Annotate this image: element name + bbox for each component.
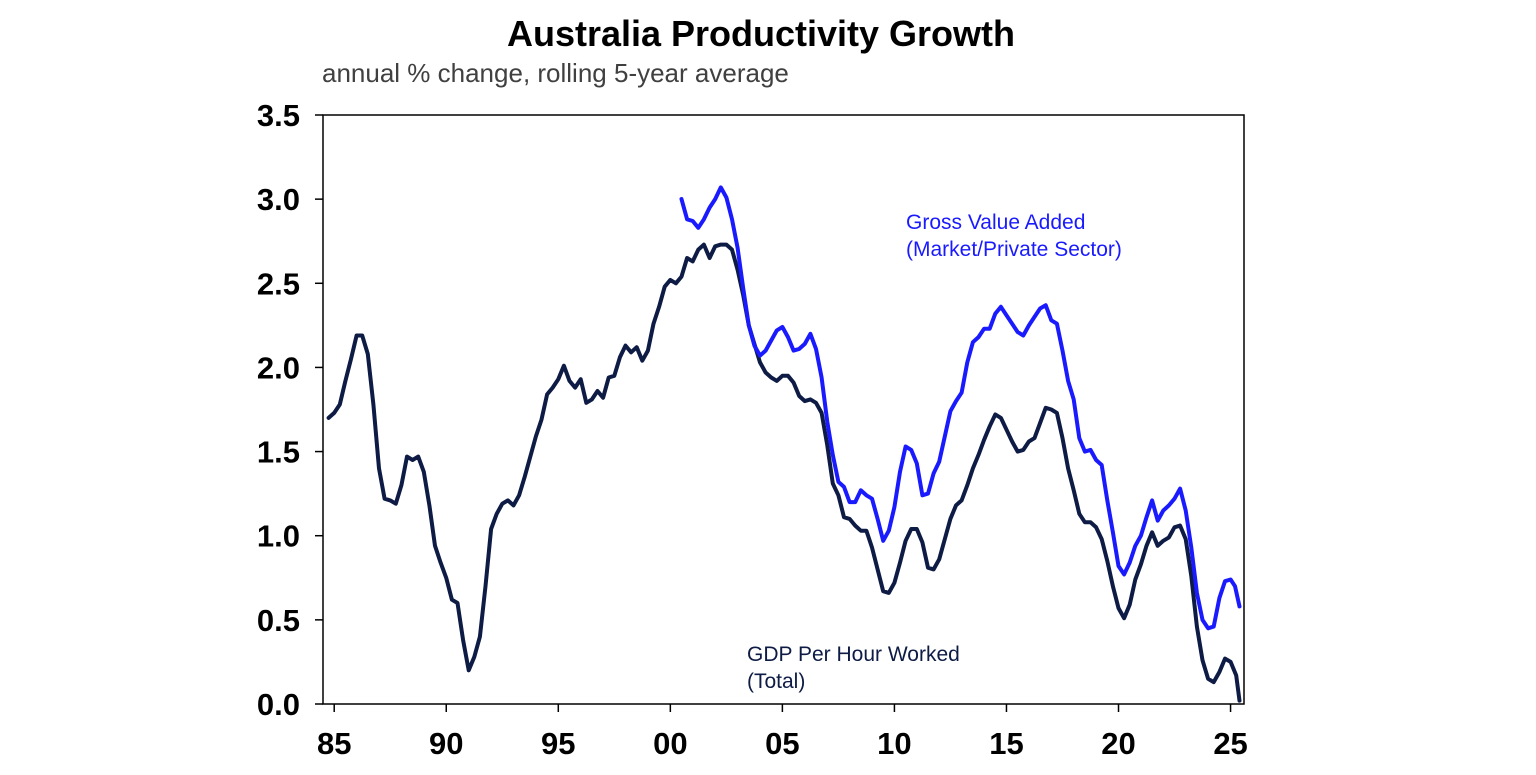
- x-tick-label: 00: [653, 726, 687, 761]
- x-tick-label: 10: [877, 726, 911, 761]
- gdp-per-hour-line: [326, 242, 1242, 703]
- plot-frame: [322, 114, 1245, 705]
- y-tick-label: 3.5: [257, 98, 300, 133]
- x-tick-label: 90: [429, 726, 463, 761]
- y-tick-label: 3.0: [257, 182, 300, 217]
- y-tick-label: 2.5: [257, 266, 300, 301]
- chart-title: Australia Productivity Growth: [507, 13, 1015, 54]
- gva-market-sector-line: [679, 185, 1242, 631]
- y-axis: 0.0 0.5 1.0 1.5 2.0 2.5 3.0 3.5: [257, 98, 323, 722]
- series-labels: GDP Per Hour Worked (Total) Gross Value Ad…: [747, 211, 1122, 693]
- gdp-per-hour-label: GDP Per Hour Worked: [747, 643, 960, 666]
- chart-subtitle: annual % change, rolling 5-year average: [322, 58, 789, 88]
- x-tick-label: 15: [989, 726, 1023, 761]
- gva-market-sector-label: Gross Value Added: [906, 211, 1085, 234]
- y-tick-label: 1.5: [257, 435, 300, 470]
- series-lines: [326, 185, 1242, 703]
- x-tick-label: 05: [765, 726, 799, 761]
- gdp-per-hour-label: (Total): [747, 670, 805, 693]
- y-tick-label: 0.0: [257, 687, 300, 722]
- y-tick-label: 0.5: [257, 603, 300, 638]
- y-tick-label: 2.0: [257, 350, 300, 385]
- x-tick-label: 25: [1213, 726, 1247, 761]
- x-tick-label: 95: [541, 726, 575, 761]
- gva-market-sector-label: (Market/Private Sector): [906, 238, 1122, 261]
- x-tick-label: 20: [1101, 726, 1135, 761]
- x-tick-label: 85: [317, 726, 351, 761]
- x-axis: 85 90 95 00 05 10 15 20 25: [317, 704, 1248, 761]
- y-tick-label: 1.0: [257, 519, 300, 554]
